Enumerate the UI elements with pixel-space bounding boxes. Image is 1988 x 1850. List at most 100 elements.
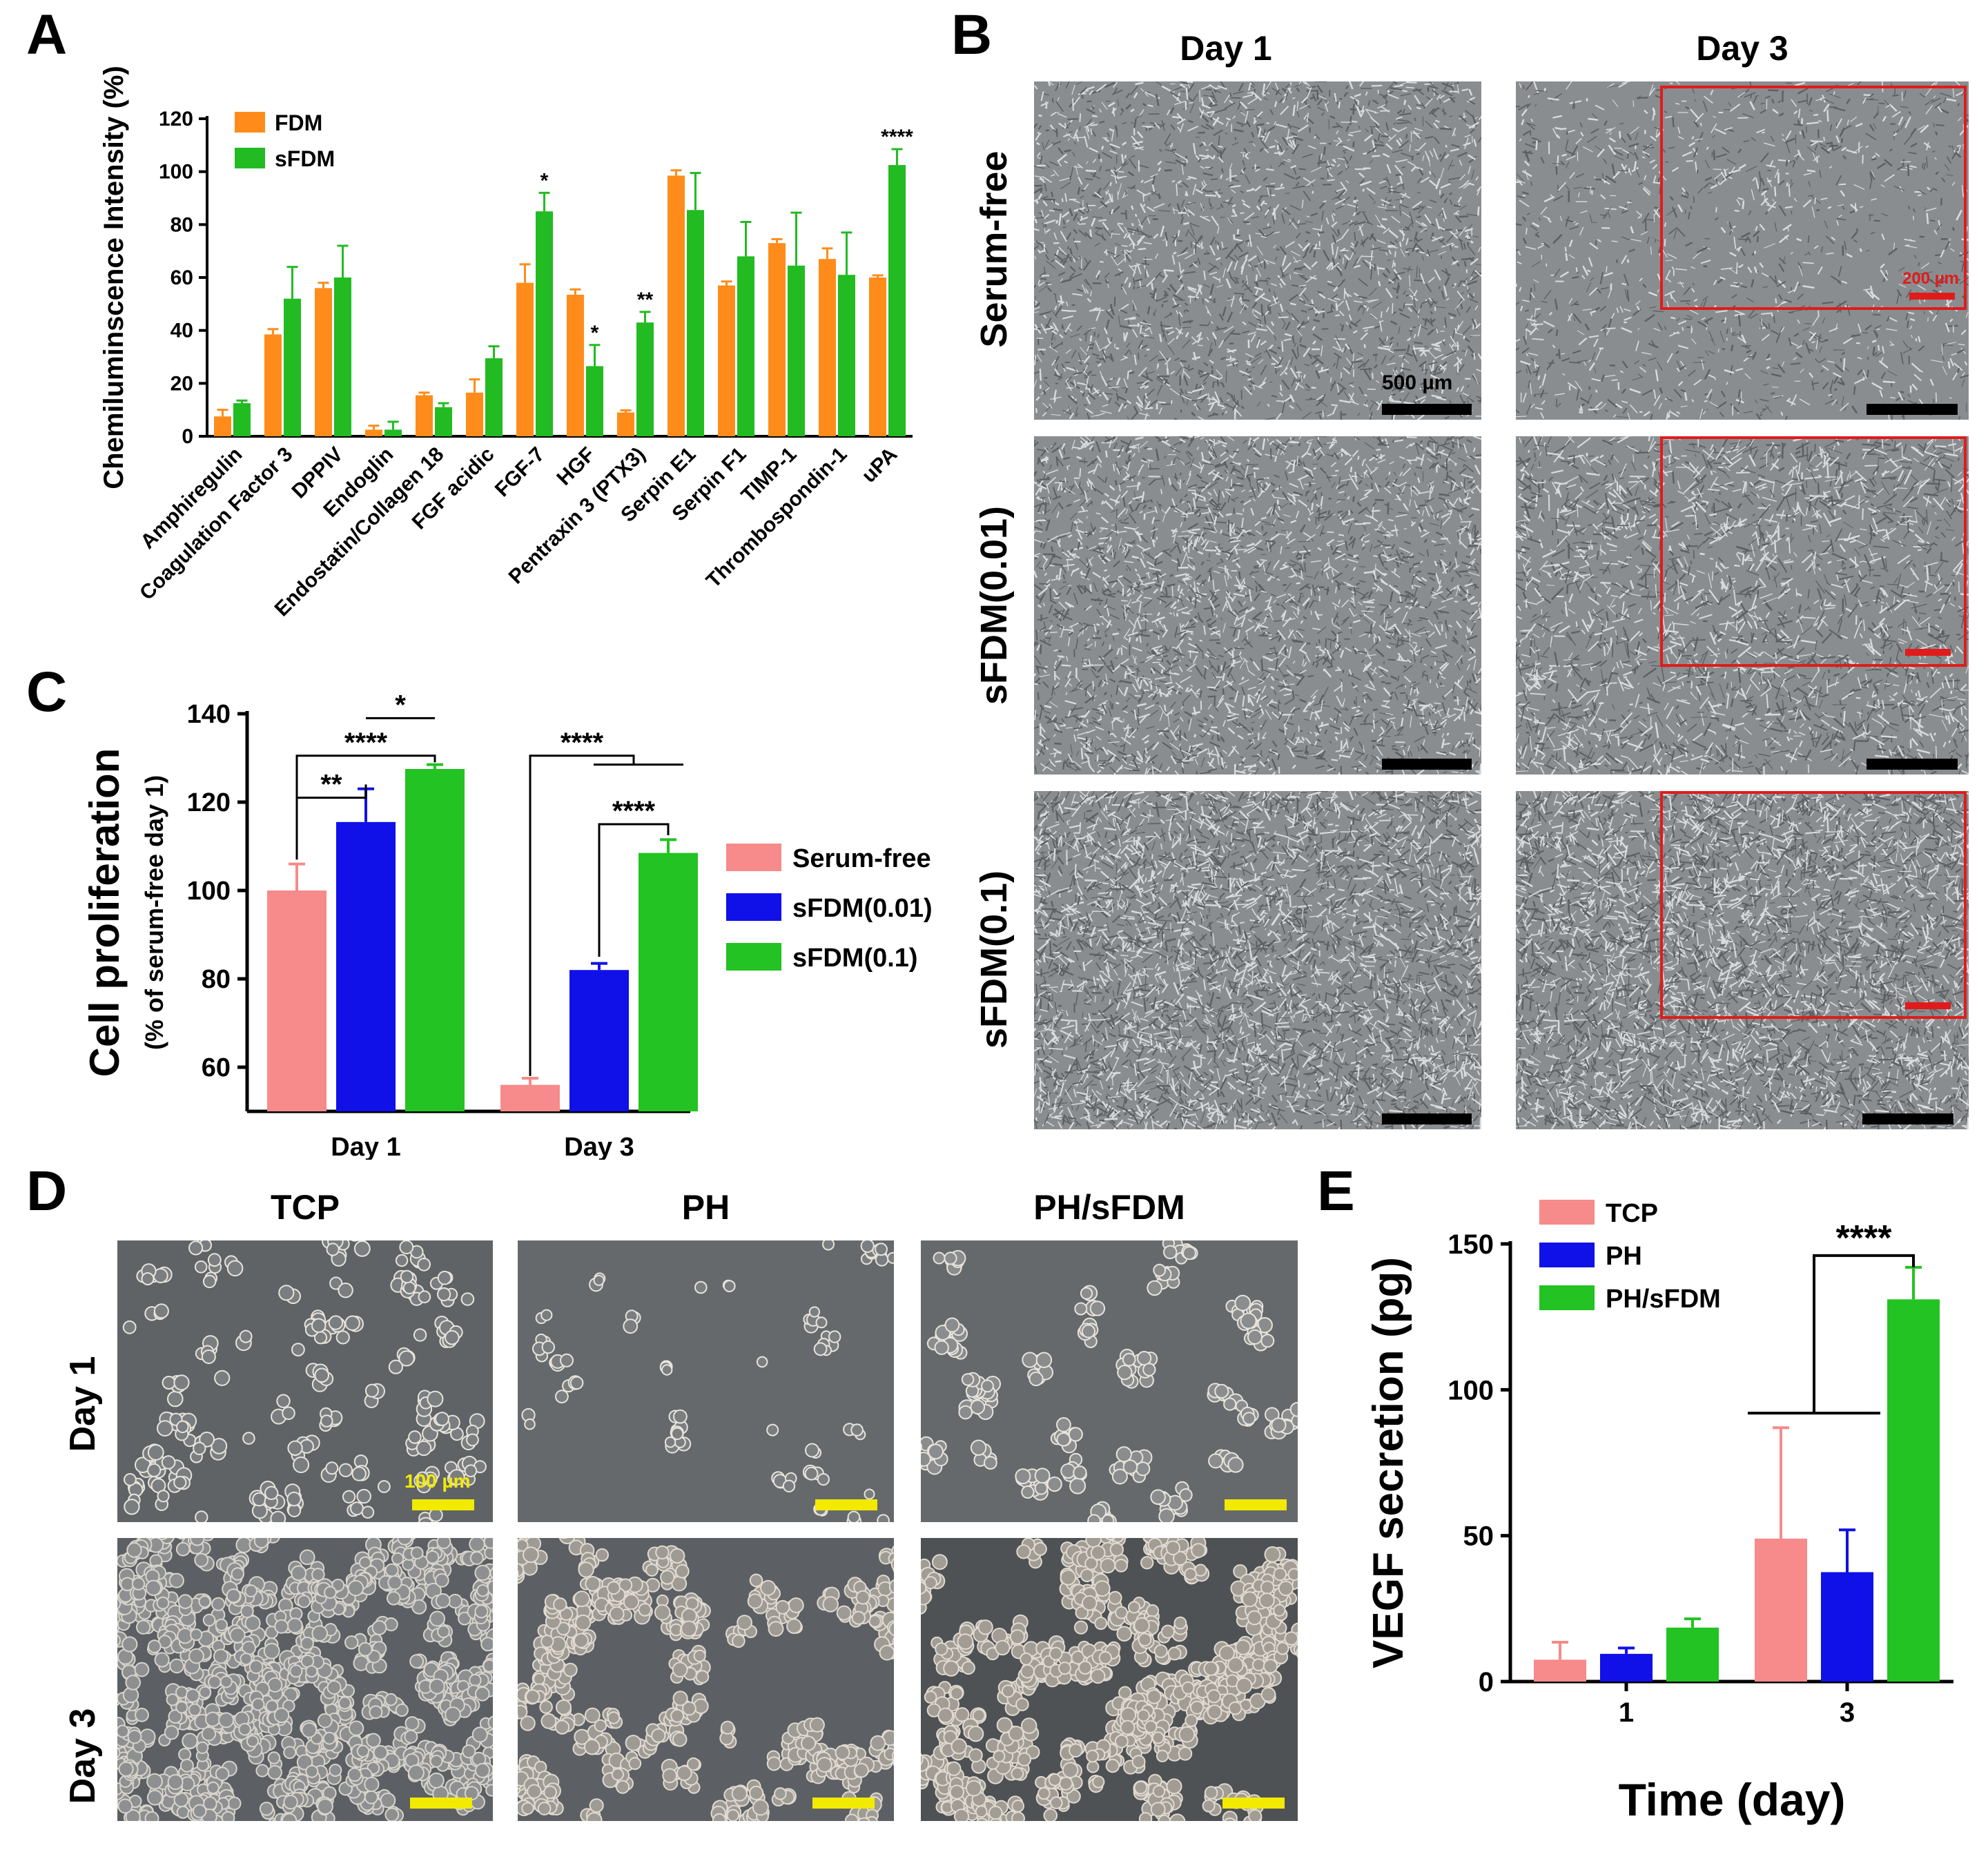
c-legend-label-serum-free: Serum-free	[792, 844, 931, 873]
chart-a: 0 20 40 60 80 100 120 Chemiluminscence Intensit…	[99, 66, 913, 621]
micrograph-texture	[518, 1538, 894, 1821]
panel-d-col-ph-sfdm: PH/sFDM	[921, 1190, 1298, 1225]
c-bracket-5	[598, 823, 670, 957]
panel-d-col-ph: PH	[518, 1190, 894, 1225]
e-sig: ****	[1836, 1218, 1893, 1258]
a-bar-sfdm-upa	[888, 165, 906, 437]
micrograph-texture	[1034, 791, 1481, 1129]
a-bar-fdm-endoglin	[365, 429, 382, 436]
panel-letter-d: D	[26, 1163, 67, 1220]
a-bar-fdm-coagulation-factor-3	[264, 334, 282, 436]
a-ytick-label-20: 20	[170, 372, 193, 395]
scale-bar-b3	[1382, 759, 1472, 770]
e-bar-tcp-day3	[1755, 1538, 1807, 1682]
cells	[1034, 81, 1481, 420]
c-sig-5: ****	[612, 796, 656, 826]
c-ylabel2: (% of serum-free day 1)	[140, 775, 168, 1050]
cells	[117, 1538, 493, 1821]
a-bar-fdm-fgf-acidic	[466, 392, 483, 436]
chart-e: 0 50 100 150 VEGF secretion (pg) Time (day) 1 3…	[1365, 1199, 1953, 1825]
scale-bar-d2	[815, 1499, 877, 1510]
panel-b-row-sfdm-01: sFDM(0.1)	[973, 821, 1015, 1098]
scale-bar-d1	[412, 1499, 474, 1510]
a-bar-fdm-amphiregulin	[214, 416, 231, 436]
micrograph-texture	[117, 1538, 493, 1821]
a-bar-sfdm-fgf-acidic	[485, 358, 503, 436]
a-bar-fdm-pentraxin-3-ptx3	[617, 412, 634, 436]
a-bar-sfdm-dppiv	[334, 278, 351, 436]
a-sig-upa: ****	[881, 126, 913, 148]
cells	[921, 1240, 1298, 1522]
a-sig-hgf: *	[591, 322, 599, 344]
micrograph-ph-day3	[518, 1538, 894, 1821]
c-bracket-2	[295, 754, 436, 798]
a-xtick-fgf-7: FGF-7	[491, 443, 549, 502]
a-bar-fdm-serpin-e1	[667, 175, 685, 436]
c-sig-2: ****	[344, 728, 388, 758]
c-bar-serum-free-day-3	[500, 1084, 560, 1111]
a-bar-fdm-serpin-f1	[718, 285, 735, 436]
e-legend-label-ph-sfdm: PH/sFDM	[1606, 1285, 1721, 1314]
micrograph-texture	[1516, 791, 1969, 1129]
c-sig-1: **	[320, 770, 342, 800]
c-ylabel: Cell proliferation	[81, 748, 128, 1078]
c-sig-3: *	[395, 690, 406, 720]
scale-label-500um: 500 µm	[1382, 373, 1452, 393]
c-legend-swatch-serum-free	[726, 844, 781, 871]
cells	[1034, 791, 1481, 1129]
inset-box-sfdm01	[1660, 791, 1967, 1019]
cells	[521, 1240, 894, 1522]
e-xtick-1: 1	[1619, 1697, 1634, 1728]
micrograph-sfdm01-day3	[1516, 791, 1969, 1129]
c-ytick-label-100: 100	[187, 877, 231, 906]
c-bracket-4	[529, 754, 635, 1076]
a-bar-sfdm-pentraxin-3-ptx3	[636, 322, 654, 436]
scale-bar-b1	[1382, 404, 1472, 415]
micrograph-ph-sfdm-day3	[921, 1538, 1298, 1821]
a-legend-swatch-sfdm	[235, 148, 265, 168]
e-bar-ph-sfdm-day3	[1887, 1299, 1940, 1682]
e-ylabel: VEGF secretion (pg)	[1365, 1257, 1412, 1668]
c-bar-sfdm-0-1-day-3	[639, 853, 698, 1111]
a-bar-fdm-dppiv	[315, 288, 332, 436]
a-xtick-upa: uPA	[857, 443, 902, 487]
scale-bar-inset-2	[1905, 649, 1951, 656]
c-bar-sfdm-0-01-day-1	[336, 821, 396, 1111]
e-bracket	[1813, 1254, 1915, 1414]
inset-box-serum-free	[1660, 86, 1967, 310]
micrograph-ph-sfdm-day1	[921, 1240, 1298, 1522]
scale-bar-b2	[1867, 404, 1958, 415]
scale-bar-b5	[1382, 1113, 1472, 1124]
chart-c: 60 80 100 120 140 Cell proliferation (% of ser…	[81, 690, 933, 1160]
panel-letter-b: B	[951, 7, 992, 64]
scale-bar-d3	[1225, 1499, 1287, 1510]
e-bar-ph-day3	[1821, 1572, 1873, 1682]
cells	[1516, 791, 1969, 1129]
scale-bar-b4	[1867, 759, 1958, 770]
scale-label-100um: 100 µm	[405, 1472, 471, 1491]
cells	[518, 1538, 894, 1821]
a-legend-swatch-fdm	[235, 112, 265, 133]
a-bar-sfdm-endostatin-collagen-18	[435, 407, 452, 436]
a-bar-fdm-timp-1	[768, 243, 786, 436]
a-ytick-label-120: 120	[159, 108, 193, 130]
a-bar-sfdm-fgf-7	[536, 211, 553, 436]
e-xtick-3: 3	[1840, 1697, 1855, 1728]
a-ytick-label-80: 80	[170, 213, 193, 236]
c-legend-swatch-sfdm-0-01	[726, 893, 781, 921]
cells	[921, 1538, 1298, 1821]
scale-label-200um: 200 µm	[1902, 271, 1959, 287]
panel-b-row-serum-free: Serum-free	[973, 111, 1015, 387]
panel-d-row-day3: Day 3	[63, 1666, 103, 1846]
c-ytick-label-140: 140	[187, 700, 231, 729]
a-ylabel: Chemiluminscence Intensity (%)	[99, 66, 129, 489]
cells	[122, 1240, 487, 1522]
e-legend-label-tcp: TCP	[1606, 1199, 1658, 1228]
c-legend-label-sfdm-0-1: sFDM(0.1)	[792, 944, 918, 973]
micrograph-serum-free-day3	[1516, 81, 1969, 420]
a-bar-sfdm-timp-1	[788, 265, 805, 436]
a-ytick-label-0: 0	[182, 425, 193, 448]
scale-bar-d4	[410, 1798, 472, 1809]
c-ytick-label-120: 120	[187, 788, 231, 817]
a-bar-sfdm-amphiregulin	[233, 403, 251, 436]
